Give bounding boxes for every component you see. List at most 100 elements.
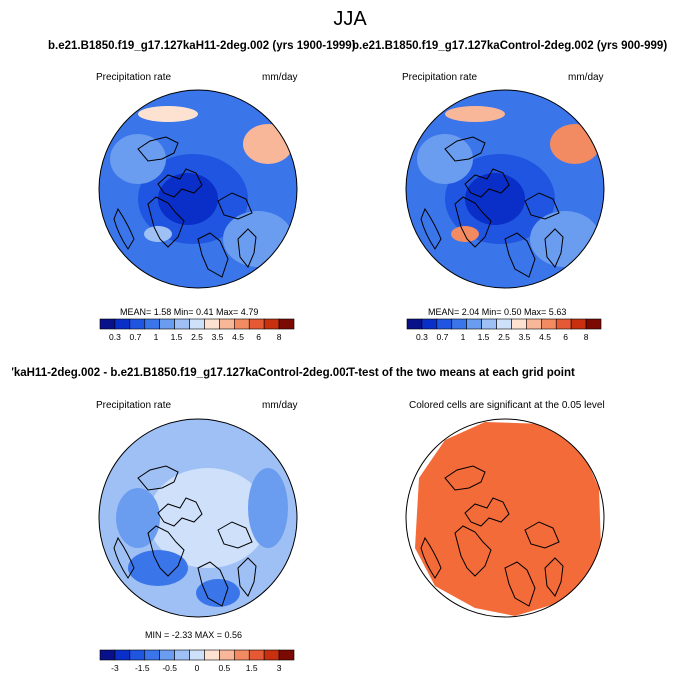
colorbar-swatch	[174, 318, 190, 330]
field-blob	[223, 211, 293, 267]
colorbar-swatch	[541, 318, 557, 330]
coastline	[544, 557, 564, 597]
colorbar-swatch	[570, 318, 587, 330]
field-blob	[138, 106, 198, 122]
map-field	[99, 90, 297, 288]
coastline	[524, 192, 560, 220]
field-blob	[550, 124, 600, 164]
panel-3-title: b.e21.B1850.f19_g17.127kaH11-2deg.002 - …	[12, 367, 352, 379]
colorbar-tick-label: 0.7	[130, 332, 142, 342]
colorbar-swatch	[99, 318, 116, 330]
colorbar-swatch	[189, 649, 205, 661]
field-blob	[530, 211, 600, 267]
colorbar-swatch	[129, 318, 146, 330]
significant-cells	[415, 422, 601, 616]
panel-3-units: mm/day	[262, 400, 298, 411]
colorbar-swatch	[234, 318, 250, 330]
colorbar-tick-label: -0.5	[162, 663, 177, 673]
map-field	[406, 90, 604, 288]
coastline	[197, 232, 229, 278]
colorbar-swatch	[585, 318, 602, 330]
colorbar-tick-label: 1	[461, 332, 466, 342]
colorbar-swatch	[219, 649, 235, 661]
panel-4-title: T-test of the two means at each grid poi…	[348, 367, 575, 379]
panel-2-title: b.e21.B1850.f19_g17.127kaControl-2deg.00…	[352, 40, 668, 52]
colorbar-swatch	[436, 318, 453, 330]
colorbar-swatch	[189, 318, 205, 330]
colorbar-swatch	[421, 318, 438, 330]
map-border	[98, 418, 298, 618]
coastline	[157, 497, 203, 527]
coastline	[217, 521, 253, 549]
colorbar-tick-label: 1.5	[246, 663, 258, 673]
colorbar-tick-label: 3	[277, 663, 282, 673]
field-blob	[158, 173, 218, 225]
colorbar-swatch	[144, 318, 160, 330]
colorbar-tick-label: 6	[256, 332, 261, 342]
coastline	[137, 465, 179, 491]
coastline	[217, 192, 253, 220]
colorbar-swatch	[114, 649, 131, 661]
field-blob	[128, 550, 188, 586]
colorbar-tick-label: 8	[277, 332, 282, 342]
panel-1-left-label: Precipitation rate	[96, 72, 172, 83]
map-field	[99, 419, 297, 617]
colorbar-tick-label: 8	[584, 332, 589, 342]
colorbar-tick-label: 6	[563, 332, 568, 342]
colorbar-swatch	[263, 318, 280, 330]
colorbar-swatch	[219, 318, 235, 330]
panel-2-units: mm/day	[568, 72, 604, 83]
coastline	[113, 207, 135, 250]
panel-2-polar-map	[405, 89, 605, 289]
field-blob	[116, 488, 160, 548]
colorbar-tick-label: 1.5	[478, 332, 490, 342]
coastline	[504, 232, 536, 278]
coastline	[544, 228, 564, 268]
coastline	[464, 168, 510, 198]
panel-1-polar-map	[98, 89, 298, 289]
colorbar-swatch	[234, 649, 250, 661]
map-field	[406, 419, 604, 617]
coastline	[464, 497, 510, 527]
map-border	[98, 89, 298, 289]
colorbar-swatch	[114, 318, 131, 330]
colorbar-tick-label: 3.5	[212, 332, 224, 342]
coastline	[157, 168, 203, 198]
colorbar-tick-label: 0.7	[437, 332, 449, 342]
colorbar-swatch	[159, 649, 175, 661]
colorbar-swatch	[174, 649, 190, 661]
panel-3-stats: MIN = -2.33 MAX = 0.56	[145, 630, 243, 640]
coastline	[237, 228, 257, 268]
colorbar-swatch	[278, 649, 295, 661]
colorbar-tick-label: 0.5	[218, 663, 230, 673]
field-blob	[465, 173, 525, 225]
colorbar-tick-label: 0	[195, 663, 200, 673]
colorbar-tick-label: 3.5	[519, 332, 531, 342]
colorbar-tick-label: 0.3	[416, 332, 428, 342]
coastline	[444, 465, 486, 491]
figure-title: JJA	[333, 8, 367, 30]
colorbar-swatch	[526, 318, 542, 330]
map-border	[405, 89, 605, 289]
colorbar-swatch	[144, 649, 160, 661]
colorbar-swatch	[204, 649, 220, 661]
field-blob	[417, 134, 473, 184]
field-blob	[445, 106, 505, 122]
panel-1-title: b.e21.B1850.f19_g17.127kaH11-2deg.002 (y…	[48, 40, 356, 52]
colorbar-tick-label: -3	[111, 663, 119, 673]
colorbar-swatch	[263, 649, 280, 661]
coastline	[454, 196, 492, 248]
panel-3-polar-map	[98, 418, 298, 618]
colorbar-swatch	[248, 318, 265, 330]
colorbar-swatch	[481, 318, 497, 330]
colorbar-tick-label: 2.5	[498, 332, 510, 342]
coastline	[454, 525, 492, 577]
colorbar-swatch	[555, 318, 572, 330]
coastline	[147, 525, 185, 577]
panel-2-left-label: Precipitation rate	[402, 72, 478, 83]
field-blob	[243, 124, 293, 164]
colorbar-swatch	[248, 649, 265, 661]
coastline	[420, 536, 442, 579]
panel-3-colorbar: -3 -1.5 -0.5 0 0.5 1.5 3	[99, 649, 295, 673]
colorbar-swatch	[496, 318, 512, 330]
